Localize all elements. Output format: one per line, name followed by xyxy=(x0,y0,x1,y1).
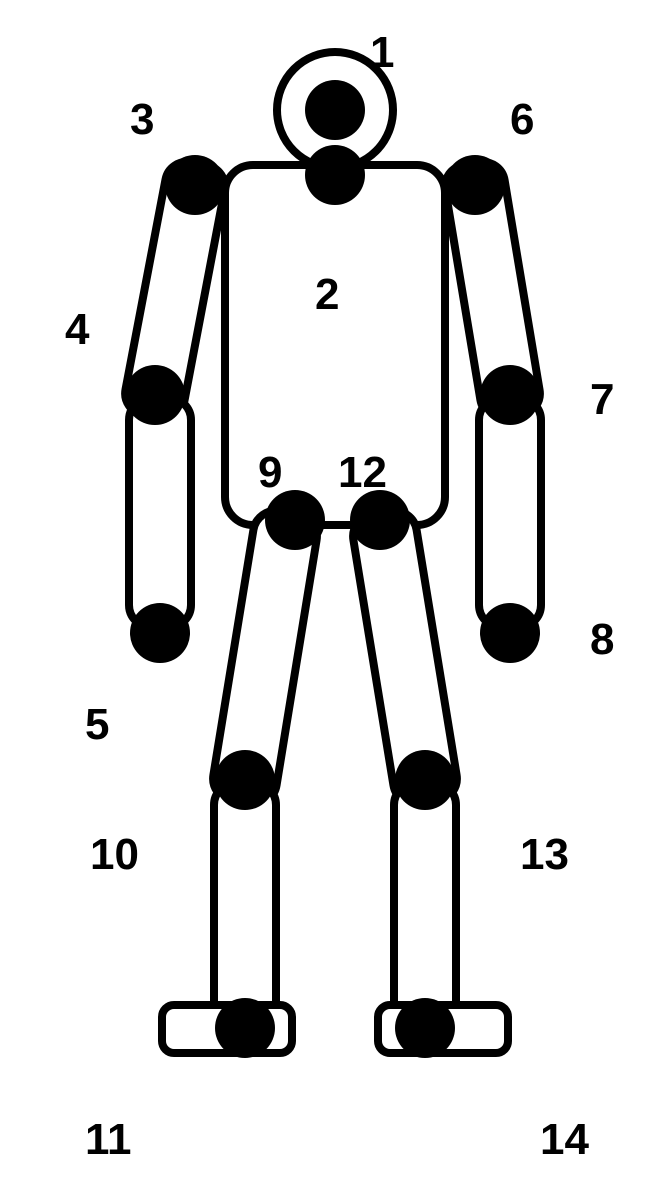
label-11: 11 xyxy=(85,1115,132,1165)
left-forearm xyxy=(129,398,191,627)
left-shin xyxy=(214,783,276,1027)
label-2: 2 xyxy=(315,270,339,320)
joint-left-elbow xyxy=(125,365,185,425)
joint-left-shoulder xyxy=(165,155,225,215)
label-12: 12 xyxy=(338,448,387,498)
joint-right-elbow xyxy=(480,365,540,425)
joint-left-hand xyxy=(130,603,190,663)
label-4: 4 xyxy=(65,305,89,355)
joint-left-knee xyxy=(215,750,275,810)
joint-head-center xyxy=(305,80,365,140)
joint-left-hip xyxy=(265,490,325,550)
right-forearm xyxy=(479,398,541,627)
label-9: 9 xyxy=(258,448,282,498)
joint-right-knee xyxy=(395,750,455,810)
joint-right-hip xyxy=(350,490,410,550)
label-5: 5 xyxy=(85,700,109,750)
label-8: 8 xyxy=(590,615,614,665)
right-shin xyxy=(394,783,456,1027)
label-13: 13 xyxy=(520,830,569,880)
body-diagram xyxy=(0,0,669,1195)
label-14: 14 xyxy=(540,1115,589,1165)
joint-right-hand xyxy=(480,603,540,663)
label-1: 1 xyxy=(370,28,394,78)
label-7: 7 xyxy=(590,375,614,425)
label-10: 10 xyxy=(90,830,139,880)
label-3: 3 xyxy=(130,95,154,145)
label-6: 6 xyxy=(510,95,534,145)
diagram-container: 1234567891011121314 xyxy=(0,0,669,1195)
joint-right-shoulder xyxy=(445,155,505,215)
joint-neck xyxy=(305,145,365,205)
joint-left-ankle xyxy=(215,998,275,1058)
joint-right-ankle xyxy=(395,998,455,1058)
